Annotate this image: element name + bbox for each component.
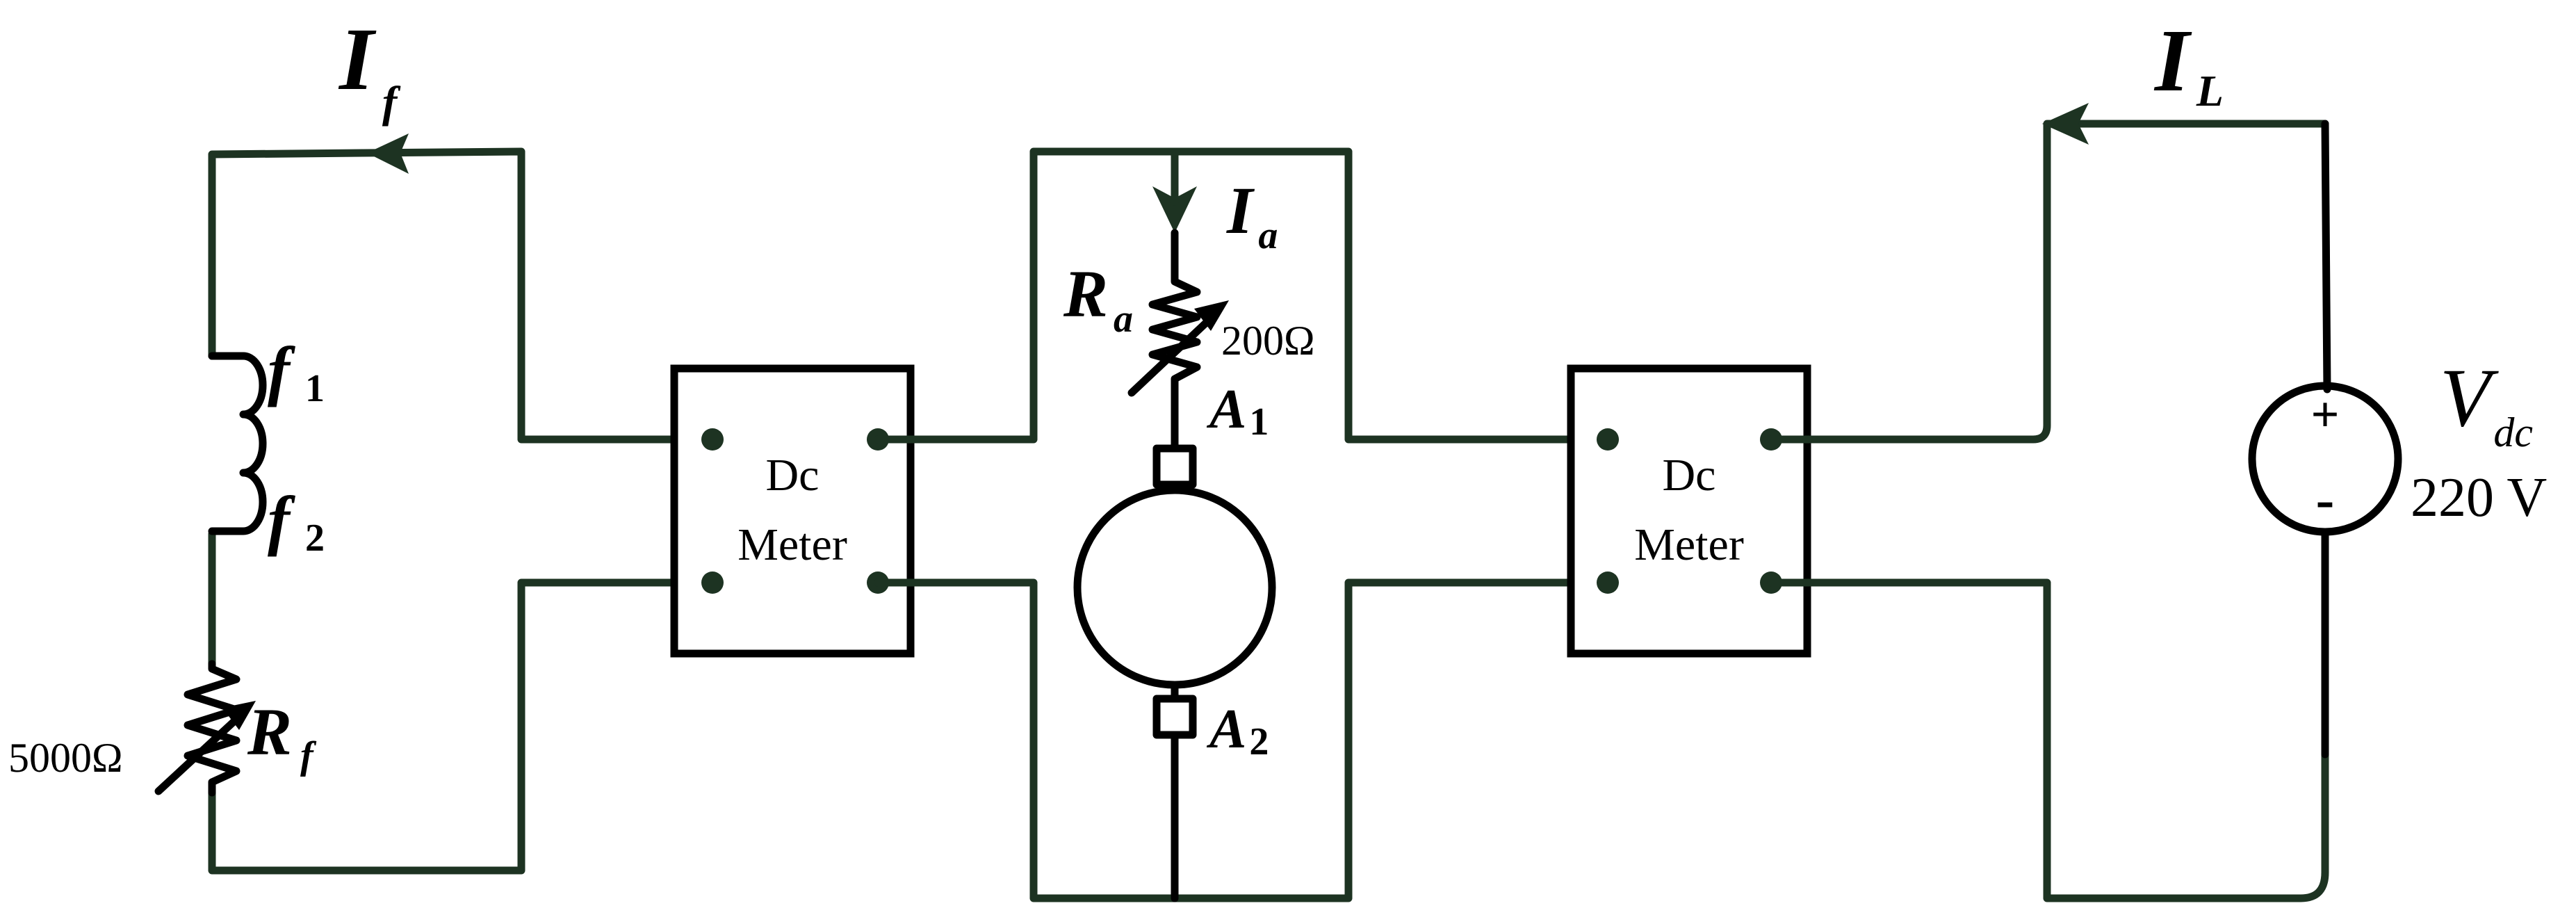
armature-terminal-a2-label: A2 — [1206, 699, 1269, 763]
supply-wire-bottom — [1767, 578, 2329, 902]
armature-circuit — [874, 147, 1612, 902]
field-current-arrow — [367, 133, 409, 174]
field-rheostat-arrow-line — [154, 712, 244, 795]
source-voltage-value: 220 V — [2411, 467, 2547, 528]
motor-armature-circle — [1073, 486, 1276, 689]
dc-meter-1-terminal-top-left — [701, 428, 724, 451]
armature-resistor-value: 200Ω — [1221, 318, 1315, 364]
dc-meter-1: Dc Meter — [670, 364, 915, 658]
source-minus-sign: - — [2316, 469, 2335, 530]
supply-wire-top-drop — [2321, 120, 2331, 394]
dc-meter-1-label-line2: Meter — [737, 519, 847, 570]
armature-wire-top — [874, 147, 1612, 444]
field-rheostat-rf — [184, 660, 241, 797]
field-wire-bottom — [208, 578, 717, 875]
source-plus-sign: + — [2310, 387, 2339, 442]
supply-circuit: + - — [1767, 103, 2402, 902]
dc-meter-1-label-line1: Dc — [766, 450, 820, 501]
motor-brush-a2 — [1152, 695, 1197, 739]
dc-meter-2: Dc Meter — [1567, 364, 1811, 658]
dc-voltage-source — [2248, 382, 2402, 536]
dc-meter-2-label-line2: Meter — [1634, 519, 1744, 570]
armature-rheostat-arrow-line — [1127, 312, 1217, 397]
dc-meter-1-terminal-bottom-left — [701, 571, 724, 594]
dc-meter-2-terminal-top-left — [1597, 428, 1619, 451]
armature-terminal-a1-label: A1 — [1206, 379, 1269, 444]
armature-wire-bottom — [874, 578, 1612, 902]
supply-wire-top — [1767, 120, 2329, 444]
dc-meter-1-box — [670, 364, 915, 658]
source-voltage-label: Vdc — [2440, 351, 2533, 455]
field-rheostat-arrow-head — [222, 701, 256, 730]
armature-current-arrow — [1152, 186, 1197, 233]
load-current-arrow — [2042, 103, 2089, 145]
motor-brush-a1 — [1152, 444, 1197, 489]
field-resistor-value: 5000Ω — [8, 735, 123, 781]
field-winding-coil — [208, 352, 267, 535]
field-wire-top — [208, 147, 717, 444]
field-circuit — [154, 133, 717, 875]
dc-meter-2-label-line1: Dc — [1663, 450, 1716, 501]
dc-meter-2-terminal-bottom-left — [1597, 571, 1619, 594]
armature-rheostat-ra — [1148, 270, 1201, 453]
dc-meter-2-box — [1567, 364, 1811, 658]
armature-rheostat-arrow-head — [1194, 300, 1229, 331]
